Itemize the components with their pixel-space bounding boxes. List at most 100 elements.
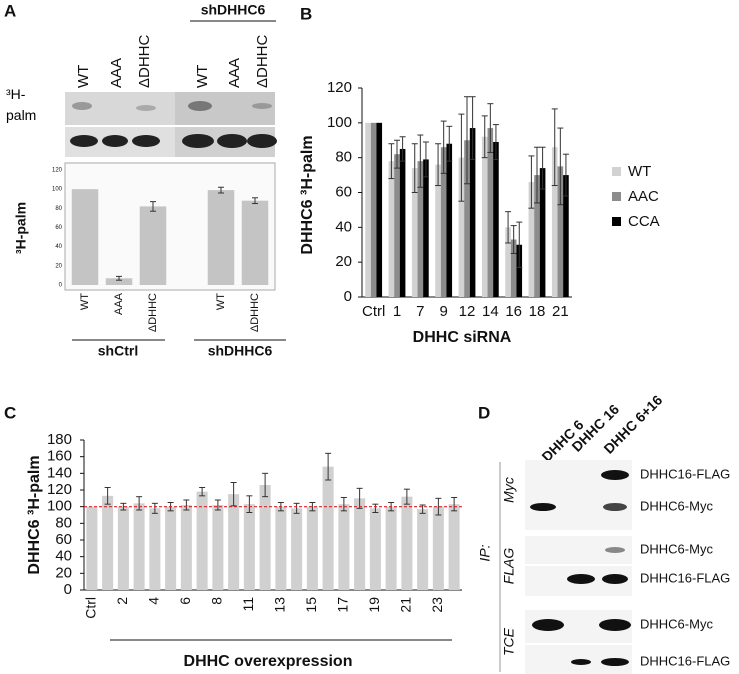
y-tick-label: 120 [47, 481, 72, 498]
x-tick-label: ΔDHHC [147, 293, 159, 332]
blot-header: shDHHC6 [201, 2, 266, 18]
section-label: FLAG [501, 548, 517, 585]
lane-labels: WT AAA ΔDHHC WT AAA ΔDHHC [75, 34, 271, 88]
bar [102, 495, 114, 590]
bar [417, 161, 424, 297]
y-tick-label: 20 [335, 253, 352, 270]
row-label: DHHC16-FLAG [640, 653, 730, 668]
x-tick-label: WT [79, 293, 91, 310]
bar [165, 506, 177, 590]
bar [291, 508, 303, 590]
bands [530, 470, 631, 666]
section-label: Myc [501, 477, 517, 503]
bar [388, 161, 395, 297]
bar [448, 504, 460, 590]
x-axis-label: DHHC siRNA [413, 329, 512, 346]
band [182, 134, 214, 148]
bar [133, 503, 145, 590]
bar [139, 206, 167, 285]
bar [440, 147, 447, 297]
band [599, 619, 631, 631]
blot-label: ³H-palm [6, 86, 37, 123]
x-tick-label: 21 [552, 303, 569, 320]
bar [394, 154, 400, 297]
lane-label: WT [75, 65, 92, 88]
bar [275, 506, 287, 590]
bar [241, 200, 269, 285]
lane-label: ΔDHHC [136, 34, 153, 88]
y-tick-label: 120 [327, 79, 352, 96]
x-tick-label: 9 [439, 303, 447, 320]
bar [469, 128, 476, 297]
band [602, 574, 628, 584]
x-tick-label: WT [215, 293, 227, 310]
y-tick-label: 80 [335, 149, 352, 166]
x-tick-label: 21 [398, 597, 414, 613]
x-tick-label: AAA [113, 292, 125, 315]
band [571, 659, 591, 665]
band [136, 105, 156, 111]
legend-swatch [612, 192, 621, 201]
x-tick-label: 1 [393, 303, 401, 320]
lane-label: AAA [226, 58, 243, 88]
bar [557, 166, 564, 297]
bar [551, 147, 558, 297]
x-tick-label: 4 [146, 597, 162, 605]
band [605, 547, 625, 553]
y-tick-label: 20 [55, 564, 72, 581]
column-labels: DHHC 6 DHHC 16 DHHC 6+16 [538, 392, 665, 465]
bar [505, 227, 511, 297]
group-label: shDHHC6 [208, 343, 273, 359]
x-tick-label: Ctrl [83, 597, 99, 619]
bar [539, 168, 546, 297]
y-tick-label: 100 [327, 114, 352, 131]
y-tick-label: 60 [335, 183, 352, 200]
row-label: DHHC16-FLAG [640, 466, 730, 481]
bar [180, 505, 192, 590]
bar [464, 140, 470, 297]
x-tick-label: 14 [482, 303, 499, 320]
bar [411, 168, 418, 297]
bar [370, 122, 377, 297]
x-tick-label: Ctrl [362, 303, 385, 320]
x-tick-label: 12 [459, 303, 476, 320]
bar [259, 485, 271, 590]
bar [212, 505, 224, 590]
legend-swatch [612, 167, 621, 176]
y-tick-label: 0 [64, 581, 72, 598]
bar [399, 148, 406, 297]
blot-label-box: ³H-palm [6, 86, 37, 123]
y-tick-label: 140 [47, 464, 72, 481]
bar [243, 504, 255, 590]
x-tick-label: 16 [505, 303, 522, 320]
panel-letter: B [300, 4, 312, 23]
bar [417, 509, 429, 590]
section-labels: IP: Myc FLAG TCE [477, 477, 517, 656]
row-label: DHHC6-Myc [640, 498, 713, 513]
y-tick-label: 60 [55, 225, 62, 231]
y-tick-label: 40 [55, 548, 72, 565]
band [247, 134, 277, 148]
bar [228, 494, 240, 590]
bar [105, 278, 133, 285]
x-tick-label: 2 [114, 597, 130, 605]
bar [149, 508, 161, 590]
band [102, 135, 128, 147]
x-tick-label: 8 [209, 597, 225, 605]
band [252, 103, 272, 109]
y-tick-label: 180 [47, 431, 72, 448]
y-tick-label: 100 [47, 498, 72, 515]
x-tick-label: 11 [240, 597, 256, 612]
band [567, 574, 595, 584]
x-axis-label: DHHC overexpression [184, 653, 353, 670]
bar [563, 175, 569, 297]
row-label: DHHC6-Myc [640, 616, 713, 631]
bar [354, 498, 366, 590]
y-axis-label: DHHC6 ³H-palm [26, 455, 43, 574]
legend-label: WT [628, 163, 651, 180]
row-label: DHHC6-Myc [640, 541, 713, 556]
x-tick-label: 19 [366, 597, 382, 613]
band [217, 134, 247, 148]
bar [196, 491, 208, 590]
